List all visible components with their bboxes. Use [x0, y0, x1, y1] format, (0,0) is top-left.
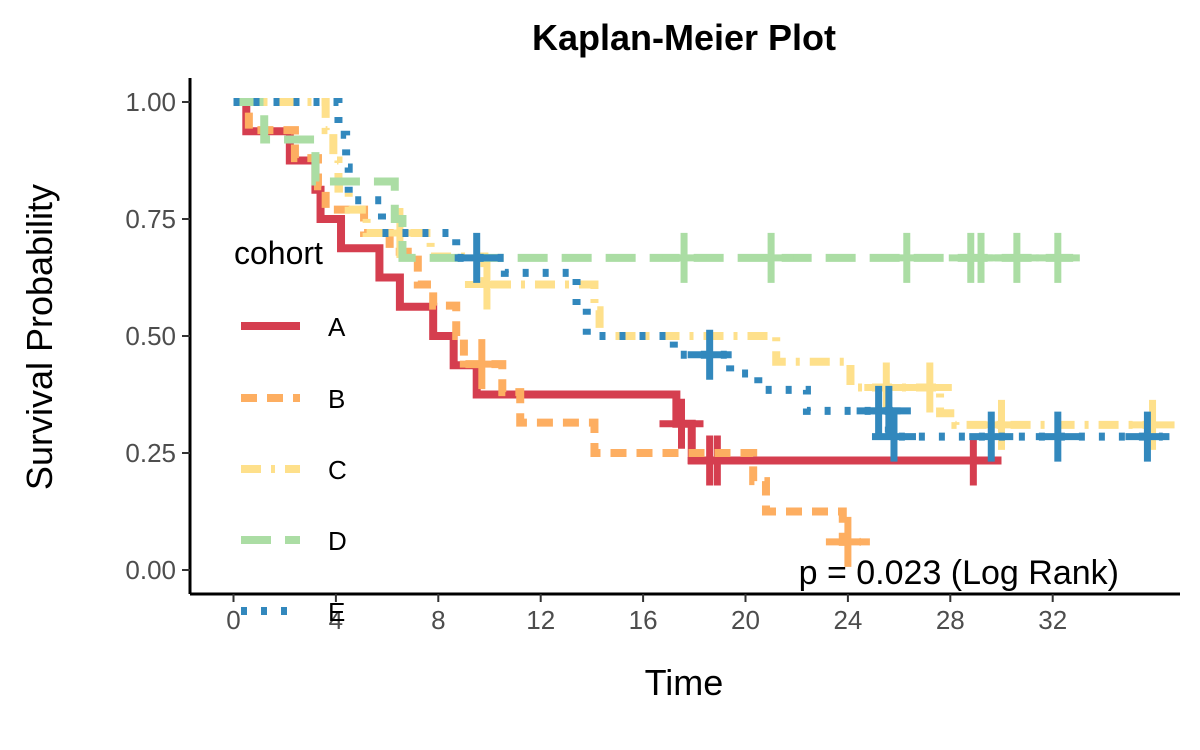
- survival-curve-e: [233, 98, 1163, 441]
- survival-curve-c: [233, 98, 1156, 429]
- censor-mark-e: [969, 411, 1014, 462]
- p-value-annotation: p = 0.023 (Log Rank): [799, 554, 1119, 592]
- legend-label-b: B: [328, 384, 345, 414]
- censor-mark-c: [907, 362, 952, 413]
- series-c: [233, 98, 1175, 450]
- censor-mark-c: [1130, 399, 1175, 450]
- censor-mark-b: [459, 339, 504, 390]
- y-axis-title: Survival Probability: [19, 184, 60, 490]
- censor-mark-d: [1035, 232, 1080, 283]
- censor-mark-a: [659, 398, 704, 449]
- y-tick-label: 0.25: [125, 438, 176, 468]
- survival-curve-d: [233, 98, 1074, 262]
- x-tick-label: 24: [833, 605, 862, 635]
- x-tick-label: 16: [629, 605, 658, 635]
- y-tick-label: 1.00: [125, 87, 176, 117]
- censor-mark-c: [464, 259, 509, 310]
- legend: cohort A B C D E: [234, 235, 347, 627]
- chart-title: Kaplan-Meier Plot: [532, 17, 836, 58]
- x-tick-label: 12: [526, 605, 555, 635]
- x-tick-label: 8: [431, 605, 445, 635]
- survival-curve-b: [233, 98, 861, 546]
- y-tick-label: 0.00: [125, 555, 176, 585]
- x-axis-title: Time: [645, 662, 724, 703]
- censor-mark-b: [825, 516, 870, 567]
- censor-mark-d: [662, 232, 707, 283]
- series-e: [233, 98, 1170, 462]
- censor-mark-d: [749, 232, 794, 283]
- x-tick-label: 32: [1038, 605, 1067, 635]
- legend-label-c: C: [328, 455, 347, 485]
- censor-mark-e: [866, 385, 911, 436]
- censor-mark-e: [871, 411, 916, 462]
- y-tick-label: 0.50: [125, 321, 176, 351]
- legend-title: cohort: [234, 235, 323, 271]
- x-tick-label: 20: [731, 605, 760, 635]
- series-d: [233, 98, 1080, 283]
- censor-mark-e: [454, 232, 499, 283]
- x-tick-label: 0: [226, 605, 240, 635]
- censor-mark-e: [1125, 411, 1170, 462]
- y-axis-ticks: 0.00 0.25 0.50 0.75 1.00: [125, 87, 190, 585]
- x-axis-ticks: 0 4 8 12 16 20 24 28 32: [226, 594, 1067, 635]
- censor-mark-e: [1035, 411, 1080, 462]
- x-tick-label: 28: [936, 605, 965, 635]
- censor-mark-c: [979, 399, 1024, 450]
- censor-mark-d: [994, 232, 1039, 283]
- legend-label-e: E: [328, 597, 345, 627]
- x-tick-label: 4: [329, 605, 343, 635]
- legend-label-d: D: [328, 526, 347, 556]
- censor-mark-a: [695, 435, 740, 486]
- plot-area: [233, 98, 1175, 567]
- series-b: [233, 98, 870, 567]
- censor-mark-e: [687, 329, 732, 380]
- legend-label-a: A: [328, 312, 346, 342]
- censor-mark-d: [884, 232, 929, 283]
- y-tick-label: 0.75: [125, 204, 176, 234]
